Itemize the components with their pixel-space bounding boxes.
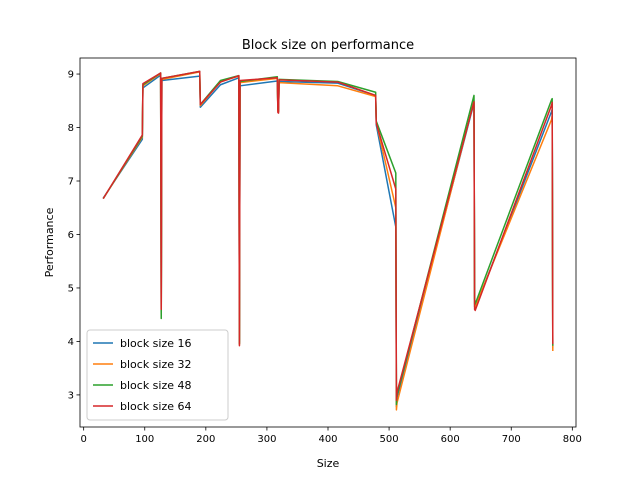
y-tick-label: 9	[68, 70, 74, 81]
y-tick-label: 7	[68, 177, 74, 188]
legend-box	[86, 329, 229, 421]
y-tick-label: 8	[68, 123, 74, 134]
x-tick-label: 0	[80, 434, 86, 445]
x-tick-label: 800	[563, 434, 582, 445]
y-tick-label: 4	[68, 337, 74, 348]
legend: block size 16 block size 32 block size 48 b…	[86, 329, 229, 421]
chart-title: Block size on performance	[242, 38, 414, 53]
legend-label: block size 48	[120, 379, 192, 392]
x-tick-label: 100	[135, 434, 154, 445]
y-tick-label: 6	[68, 230, 74, 241]
y-axis: 3 4 5 6 7 8 9	[68, 70, 80, 401]
x-axis: 0 100 200 300 400 500 600 700 800	[80, 427, 582, 445]
y-tick-label: 3	[68, 390, 74, 401]
legend-label: block size 32	[120, 358, 192, 371]
legend-label: block size 16	[120, 337, 192, 350]
x-tick-label: 200	[196, 434, 215, 445]
x-axis-label: Size	[317, 457, 340, 470]
x-tick-label: 500	[380, 434, 399, 445]
x-tick-label: 700	[502, 434, 521, 445]
x-tick-label: 400	[318, 434, 337, 445]
y-axis-label: Performance	[43, 207, 56, 277]
x-tick-label: 300	[257, 434, 276, 445]
legend-label: block size 64	[120, 400, 192, 413]
x-tick-label: 600	[441, 434, 460, 445]
plot-lines	[102, 70, 554, 411]
series-line-4	[102, 70, 554, 402]
y-tick-label: 5	[68, 283, 74, 294]
